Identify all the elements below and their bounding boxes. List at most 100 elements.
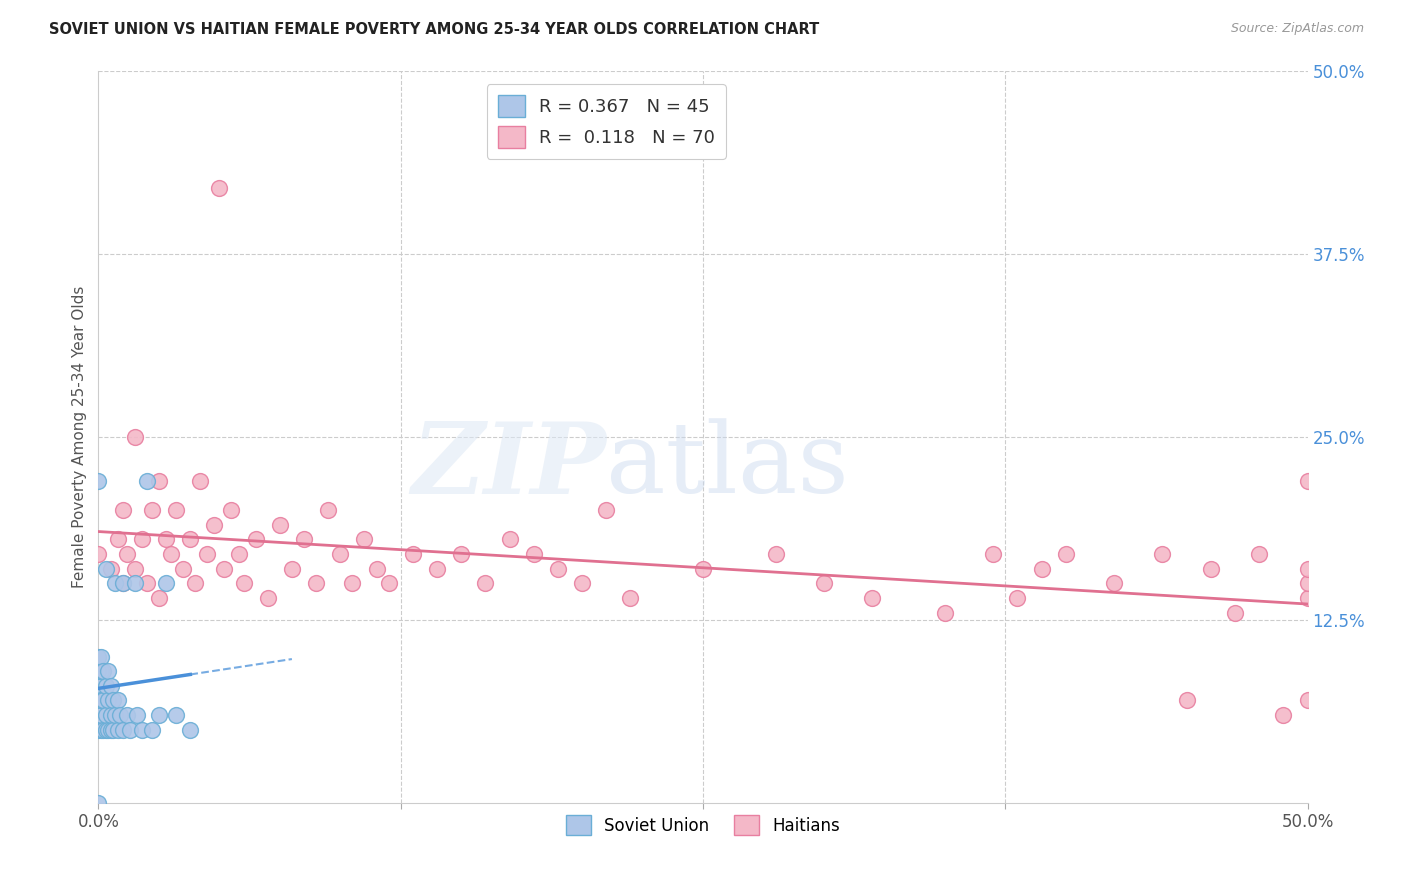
Point (402, 547, 425, 561)
Point (141, 503, 163, 517)
Point (934, 606, 956, 620)
Point (1223, 606, 1246, 620)
Point (1054, 547, 1077, 561)
Point (90, 723, 112, 737)
Point (91, 723, 114, 737)
Point (269, 517, 291, 532)
Point (212, 562, 235, 576)
Y-axis label: Female Poverty Among 25-34 Year Olds: Female Poverty Among 25-34 Year Olds (72, 286, 87, 588)
Point (111, 723, 134, 737)
Point (148, 591, 170, 605)
Point (165, 503, 187, 517)
Point (813, 576, 835, 591)
Point (1296, 693, 1319, 707)
Point (87, 664, 110, 678)
Point (135, 474, 157, 488)
Point (221, 503, 243, 517)
Point (94, 679, 117, 693)
Point (1249, 547, 1271, 561)
Point (94, 723, 117, 737)
Point (860, 591, 883, 605)
Point (692, 562, 714, 576)
Point (100, 562, 122, 576)
Point (1199, 562, 1222, 576)
Point (91, 693, 114, 707)
Point (342, 576, 364, 591)
Point (100, 723, 122, 737)
Point (107, 693, 129, 707)
Point (87, 679, 110, 693)
Point (94, 708, 117, 723)
Point (90, 693, 112, 707)
Point (292, 533, 315, 547)
Point (108, 708, 131, 723)
Point (97, 664, 120, 678)
Point (329, 547, 352, 561)
Point (1272, 708, 1295, 723)
Point (124, 562, 146, 576)
Point (179, 723, 201, 737)
Point (305, 576, 328, 591)
Point (450, 547, 472, 561)
Point (245, 533, 267, 547)
Point (100, 708, 122, 723)
Point (595, 503, 617, 517)
Point (87, 723, 110, 737)
Point (188, 474, 211, 488)
Point (118, 723, 141, 737)
Point (124, 430, 146, 444)
Point (148, 708, 170, 723)
Point (94, 562, 117, 576)
Point (232, 576, 254, 591)
Point (498, 533, 520, 547)
Point (523, 547, 546, 561)
Point (179, 533, 201, 547)
Point (131, 533, 153, 547)
Point (90, 664, 112, 678)
Text: ZIP: ZIP (412, 418, 606, 515)
Point (1296, 591, 1319, 605)
Point (184, 576, 207, 591)
Point (619, 591, 641, 605)
Point (100, 679, 122, 693)
Point (117, 708, 139, 723)
Point (353, 533, 375, 547)
Point (107, 533, 129, 547)
Point (111, 576, 134, 591)
Point (155, 576, 177, 591)
Point (101, 693, 124, 707)
Point (117, 547, 139, 561)
Point (1296, 562, 1319, 576)
Point (141, 723, 163, 737)
Point (104, 576, 127, 591)
Point (124, 576, 146, 591)
Point (571, 576, 593, 591)
Point (1296, 576, 1319, 591)
Point (135, 576, 157, 591)
Point (87, 693, 110, 707)
Point (1102, 576, 1125, 591)
Point (1175, 693, 1198, 707)
Point (111, 576, 134, 591)
Point (1031, 562, 1053, 576)
Point (111, 503, 134, 517)
Point (87, 796, 110, 810)
Point (160, 547, 183, 561)
Point (474, 576, 496, 591)
Point (228, 547, 250, 561)
Legend: Soviet Union, Haitians: Soviet Union, Haitians (560, 808, 846, 842)
Point (97, 693, 120, 707)
Point (87, 474, 110, 488)
Point (208, 181, 231, 195)
Point (172, 562, 194, 576)
Point (148, 474, 170, 488)
Point (90, 649, 112, 664)
Point (87, 649, 110, 664)
Point (1152, 547, 1174, 561)
Point (90, 708, 112, 723)
Point (316, 503, 339, 517)
Point (281, 562, 304, 576)
Point (87, 547, 110, 561)
Text: Source: ZipAtlas.com: Source: ZipAtlas.com (1230, 22, 1364, 36)
Point (107, 723, 129, 737)
